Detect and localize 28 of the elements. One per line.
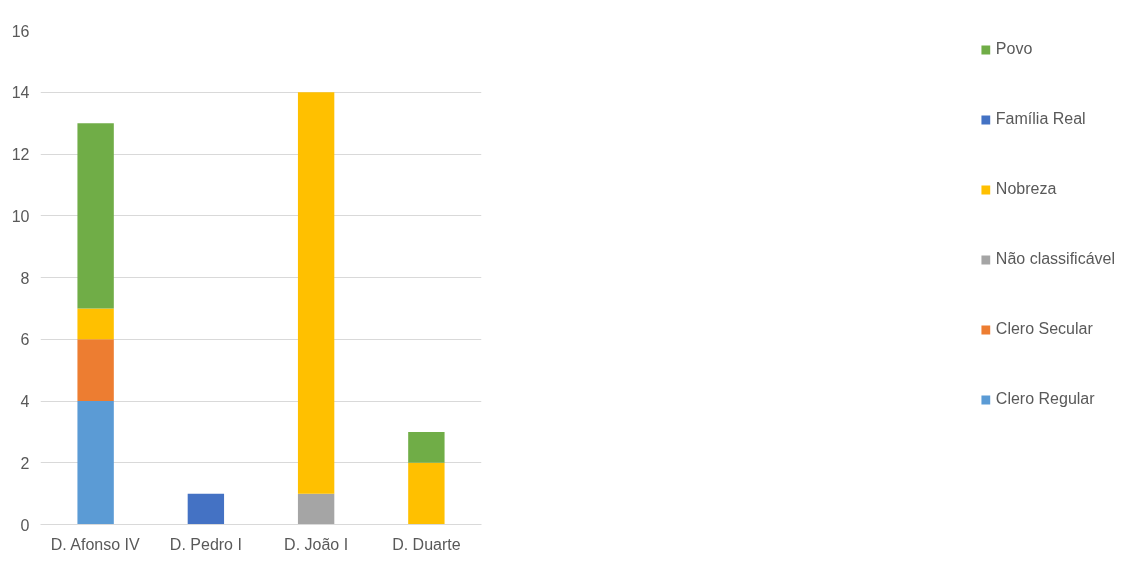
y-tick-label: 8: [20, 269, 30, 287]
legend-label: Clero Secular: [995, 320, 1093, 338]
y-tick-label: 16: [11, 22, 30, 40]
y-tick-label: 12: [11, 146, 30, 163]
bar: [297, 493, 335, 525]
bar: [297, 92, 335, 494]
y-tick-label: 6: [20, 331, 30, 349]
y-tick-label: 2: [20, 454, 30, 472]
bar: [77, 308, 114, 340]
x-tick-label: D. Duarte: [392, 535, 461, 553]
bar: [77, 401, 114, 525]
legend-label: Nobreza: [995, 180, 1057, 198]
x-tick-label: D. Afonso IV: [50, 535, 140, 553]
bar: [77, 123, 114, 309]
bar: [408, 462, 445, 525]
bar: [408, 431, 445, 463]
legend-label: Família Real: [995, 110, 1086, 128]
legend-label: Clero Regular: [995, 390, 1095, 408]
y-tick-label: 4: [20, 393, 30, 410]
y-tick-label: 10: [11, 207, 30, 225]
x-tick-label: D. João I: [284, 535, 349, 553]
y-tick-label: 0: [20, 516, 30, 534]
y-tick-label: 14: [11, 84, 30, 102]
bar: [77, 339, 114, 401]
legend-label: Não classificável: [995, 250, 1115, 268]
legend-label: Povo: [995, 40, 1033, 58]
bar: [187, 493, 225, 525]
x-tick-label: D. Pedro I: [169, 535, 242, 553]
